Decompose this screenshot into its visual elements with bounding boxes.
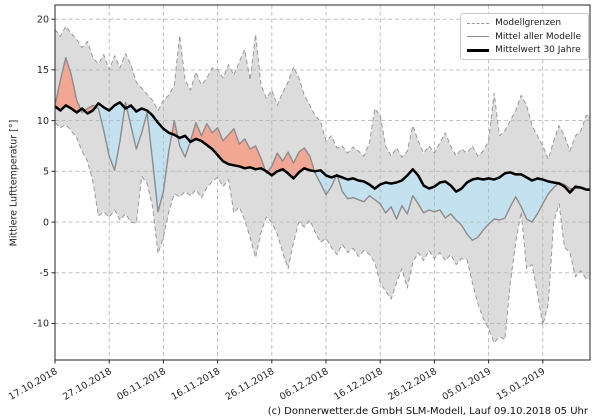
x-tick-label: 26.11.2018 [224, 366, 277, 403]
copyright-caption: (c) Donnerwetter.de GmbH SLM-Modell, Lau… [267, 406, 588, 417]
legend-item-mittel-aller-modelle: Mittel aller Modelle [467, 32, 581, 42]
x-tick-label: 27.10.2018 [61, 366, 114, 403]
climate-mean-line [54, 101, 590, 194]
x-tick-label: 16.11.2018 [169, 366, 222, 403]
legend-label: Modellgrenzen [495, 18, 562, 28]
model-lower-bound-line [54, 122, 590, 344]
bold-line-icon [467, 48, 490, 52]
y-tick-label: 0 [43, 217, 49, 228]
y-tick-label: -10 [33, 319, 49, 330]
y-tick-label: 20 [37, 14, 49, 25]
x-tick-label: 26.12.2018 [386, 366, 439, 403]
x-tick-label: 05.01.2019 [440, 366, 493, 403]
legend-label: Mittel aller Modelle [495, 31, 581, 42]
y-tick-label: 5 [43, 167, 49, 178]
dashed-line-icon [467, 22, 490, 24]
legend-label: Mittelwert 30 Jahre [495, 45, 581, 55]
colder-than-normal-area [55, 102, 590, 241]
model-upper-bound-line [54, 25, 590, 160]
y-axis-label: Mittlere Lufttemperatur [°] [8, 119, 20, 247]
x-tick-label: 06.12.2018 [278, 366, 331, 403]
legend-item-mittelwert-30-jahre: Mittelwert 30 Jahre [467, 45, 581, 55]
y-tick-label: 10 [37, 116, 49, 127]
plot-border [54, 4, 591, 361]
solid-line-icon [467, 36, 490, 37]
y-tick-label: 15 [37, 65, 49, 76]
x-tick-label: 15.01.2019 [495, 366, 548, 403]
x-tick-label: 17.10.2018 [7, 366, 60, 403]
x-tick-label: 16.12.2018 [332, 366, 385, 403]
legend-item-modellgrenzen: Modellgrenzen [467, 18, 581, 28]
model-mean-line [54, 57, 590, 241]
x-tick-label: 06.11.2018 [115, 366, 168, 403]
y-tick-label: -5 [40, 268, 49, 279]
chart-legend: Modellgrenzen Mittel aller Modelle Mitte… [460, 13, 589, 60]
